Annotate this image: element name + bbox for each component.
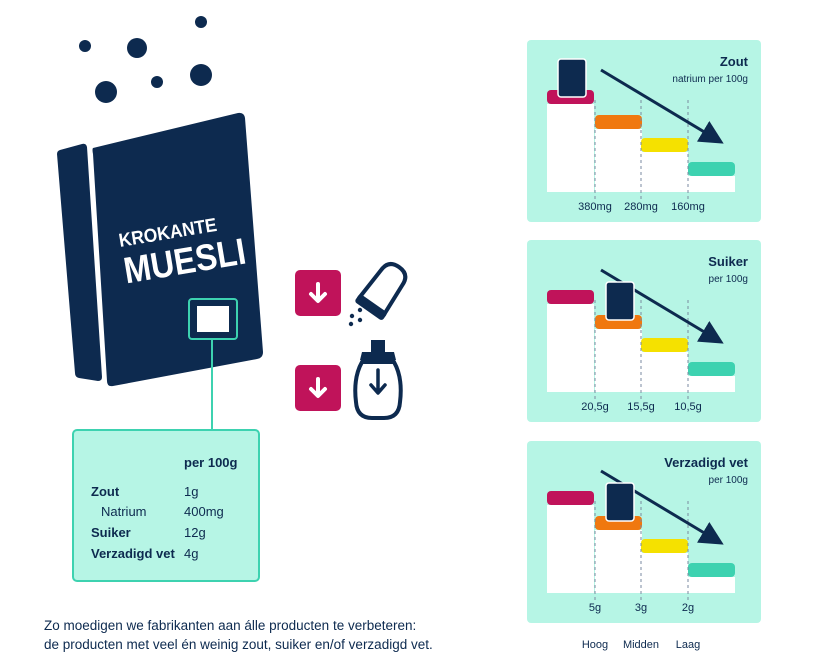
down-arrow-icon: [295, 270, 341, 316]
comparison-panel: Verzadigd vet per 100g 5g 3g 2g: [527, 441, 761, 623]
level-step-cap: [595, 115, 642, 129]
cereal-crumbs: [79, 16, 212, 103]
nutrition-row-value: 12g: [184, 525, 206, 540]
nutrition-row-value: 1g: [184, 484, 198, 499]
nutrition-header: per 100g: [184, 455, 238, 470]
nutrition-row-name: Natrium: [101, 504, 147, 519]
down-arrow-icon: [295, 365, 341, 411]
level-step-body: [641, 553, 688, 593]
panel-title: Verzadigd vet: [664, 455, 748, 470]
muesli-box: KROKANTE MUESLI: [57, 112, 263, 430]
level-step-body: [547, 104, 594, 192]
comparison-panels: Zout natrium per 100g 380mg 280mg 160mg Suike…: [527, 40, 761, 623]
panel-subtitle: per 100g: [709, 475, 748, 486]
panel-subtitle: natrium per 100g: [672, 74, 748, 85]
footer-line: Zo moedigen we fabrikanten aan álle prod…: [44, 618, 417, 633]
level-step-body: [688, 577, 735, 593]
level-step-cap: [547, 491, 594, 505]
panel-subtitle: per 100g: [709, 274, 748, 285]
level-step-cap: [688, 563, 735, 577]
level-label: Laag: [676, 639, 700, 651]
level-step-body: [547, 505, 594, 593]
sugar-dispenser-icon: [353, 340, 403, 420]
nutrition-row-value: 4g: [184, 546, 198, 561]
panel-title: Zout: [720, 54, 749, 69]
level-step-body: [547, 304, 594, 392]
level-step-cap: [641, 338, 688, 352]
level-step-body: [595, 329, 642, 392]
tick-label: 380mg: [578, 201, 612, 213]
level-step-body: [595, 530, 642, 593]
tick-label: 5g: [589, 602, 601, 614]
tick-label: 15,5g: [627, 401, 655, 413]
footer-line: de producten met veel én weinig zout, su…: [44, 637, 433, 652]
level-step-body: [595, 129, 642, 192]
nutrition-row-name: Verzadigd vet: [91, 546, 175, 561]
level-step-cap: [688, 362, 735, 376]
level-step-body: [688, 176, 735, 192]
tick-label: 280mg: [624, 201, 658, 213]
product-marker: [605, 281, 635, 321]
nutrition-row-value: 400mg: [184, 504, 224, 519]
box-label-white: [197, 306, 229, 332]
tick-label: 2g: [682, 602, 694, 614]
tick-label: 10,5g: [674, 401, 702, 413]
level-labels: Hoog Midden Laag: [582, 639, 700, 651]
comparison-panel: Suiker per 100g 20,5g 15,5g 10,5g: [527, 240, 761, 422]
level-step-body: [641, 152, 688, 192]
level-label: Hoog: [582, 639, 608, 651]
panel-title: Suiker: [708, 254, 748, 269]
footer-text: Zo moedigen we fabrikanten aan álle prod…: [44, 616, 433, 654]
comparison-panel: Zout natrium per 100g 380mg 280mg 160mg: [527, 40, 761, 222]
tick-label: 160mg: [671, 201, 705, 213]
level-step-cap: [641, 539, 688, 553]
nutrition-row-name: Suiker: [91, 525, 131, 540]
level-step-cap: [688, 162, 735, 176]
tick-label: 3g: [635, 602, 647, 614]
trend-arrow: [600, 68, 724, 144]
level-step-body: [688, 376, 735, 392]
level-step-cap: [547, 290, 594, 304]
nutrition-label: per 100g Zout 1g Natrium 400mg Suiker 12…: [72, 429, 260, 582]
level-step-body: [641, 352, 688, 392]
level-step-cap: [641, 138, 688, 152]
salt-shaker-icon: [348, 262, 408, 327]
level-label: Midden: [623, 639, 659, 651]
tick-label: 20,5g: [581, 401, 609, 413]
product-marker: [557, 58, 587, 98]
nutrition-row-name: Zout: [91, 484, 120, 499]
product-marker: [605, 482, 635, 522]
